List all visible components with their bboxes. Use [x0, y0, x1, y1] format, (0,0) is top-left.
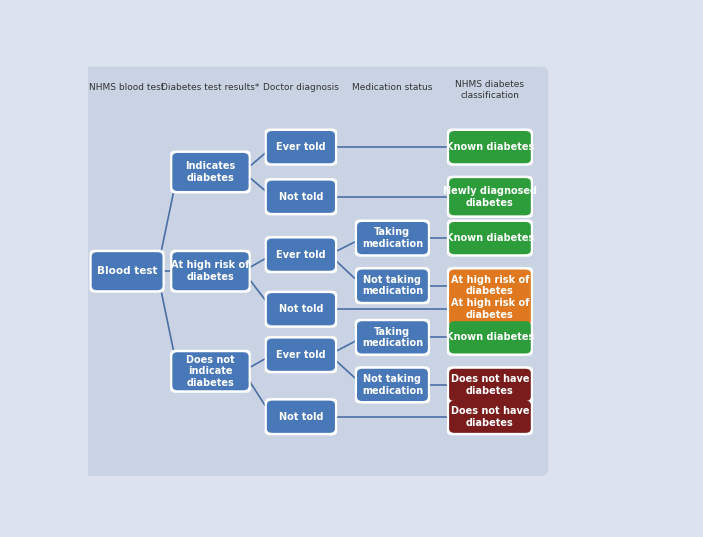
- FancyBboxPatch shape: [264, 236, 337, 273]
- FancyBboxPatch shape: [267, 180, 335, 213]
- FancyBboxPatch shape: [449, 293, 531, 325]
- FancyBboxPatch shape: [357, 270, 428, 302]
- Text: At high risk of
diabetes: At high risk of diabetes: [451, 275, 529, 296]
- FancyBboxPatch shape: [355, 319, 430, 356]
- FancyBboxPatch shape: [447, 319, 533, 356]
- FancyBboxPatch shape: [267, 131, 335, 163]
- Text: Not taking
medication: Not taking medication: [362, 374, 423, 396]
- FancyBboxPatch shape: [170, 350, 251, 393]
- FancyBboxPatch shape: [91, 252, 162, 290]
- FancyBboxPatch shape: [447, 366, 533, 403]
- Text: Does not have
diabetes: Does not have diabetes: [451, 406, 529, 427]
- Text: Not told: Not told: [278, 192, 323, 202]
- Text: NHMS diabetes
classification: NHMS diabetes classification: [456, 80, 524, 99]
- FancyBboxPatch shape: [449, 369, 531, 401]
- Text: Does not have
diabetes: Does not have diabetes: [451, 374, 529, 396]
- FancyBboxPatch shape: [89, 250, 165, 293]
- Text: Blood test: Blood test: [97, 266, 157, 276]
- Text: Medication status: Medication status: [352, 83, 432, 92]
- FancyBboxPatch shape: [264, 336, 337, 373]
- Text: At high risk of
diabetes: At high risk of diabetes: [451, 299, 529, 320]
- Text: Known diabetes: Known diabetes: [446, 332, 534, 343]
- FancyBboxPatch shape: [82, 67, 172, 476]
- FancyBboxPatch shape: [449, 222, 531, 254]
- Text: Ever told: Ever told: [276, 350, 325, 360]
- FancyBboxPatch shape: [264, 291, 337, 328]
- FancyBboxPatch shape: [447, 291, 533, 328]
- FancyBboxPatch shape: [267, 339, 335, 371]
- FancyBboxPatch shape: [264, 398, 337, 436]
- Text: Taking
medication: Taking medication: [362, 227, 423, 249]
- FancyBboxPatch shape: [170, 150, 251, 193]
- FancyBboxPatch shape: [355, 267, 430, 304]
- Text: Taking
medication: Taking medication: [362, 326, 423, 348]
- Text: Does not
indicate
diabetes: Does not indicate diabetes: [186, 354, 235, 388]
- FancyBboxPatch shape: [449, 178, 531, 215]
- FancyBboxPatch shape: [447, 398, 533, 436]
- FancyBboxPatch shape: [267, 401, 335, 433]
- FancyBboxPatch shape: [447, 176, 533, 218]
- FancyBboxPatch shape: [172, 153, 249, 191]
- FancyBboxPatch shape: [449, 401, 531, 433]
- FancyBboxPatch shape: [447, 267, 533, 304]
- FancyBboxPatch shape: [264, 128, 337, 166]
- FancyBboxPatch shape: [449, 321, 531, 353]
- Text: Ever told: Ever told: [276, 142, 325, 152]
- FancyBboxPatch shape: [447, 220, 533, 257]
- Text: Not told: Not told: [278, 304, 323, 314]
- FancyBboxPatch shape: [449, 270, 531, 302]
- FancyBboxPatch shape: [357, 369, 428, 401]
- FancyBboxPatch shape: [357, 222, 428, 254]
- Text: Known diabetes: Known diabetes: [446, 142, 534, 152]
- FancyBboxPatch shape: [172, 352, 249, 390]
- Text: Doctor diagnosis: Doctor diagnosis: [263, 83, 339, 92]
- FancyBboxPatch shape: [267, 293, 335, 325]
- FancyBboxPatch shape: [449, 131, 531, 163]
- Text: Not told: Not told: [278, 412, 323, 422]
- FancyBboxPatch shape: [172, 252, 249, 290]
- Text: Indicates
diabetes: Indicates diabetes: [186, 161, 236, 183]
- Text: At high risk of
diabetes: At high risk of diabetes: [172, 260, 250, 282]
- FancyBboxPatch shape: [355, 366, 430, 403]
- FancyBboxPatch shape: [355, 220, 430, 257]
- FancyBboxPatch shape: [357, 321, 428, 353]
- Text: NHMS blood test: NHMS blood test: [89, 83, 165, 92]
- FancyBboxPatch shape: [267, 238, 335, 271]
- FancyBboxPatch shape: [447, 128, 533, 166]
- Text: Known diabetes: Known diabetes: [446, 233, 534, 243]
- FancyBboxPatch shape: [432, 67, 548, 476]
- FancyBboxPatch shape: [264, 178, 337, 215]
- FancyBboxPatch shape: [160, 67, 261, 476]
- FancyBboxPatch shape: [341, 67, 444, 476]
- FancyBboxPatch shape: [249, 67, 353, 476]
- Text: Newly diagnosed
diabetes: Newly diagnosed diabetes: [443, 186, 537, 208]
- Text: Diabetes test results*: Diabetes test results*: [161, 83, 259, 92]
- Text: Ever told: Ever told: [276, 250, 325, 260]
- Text: Not taking
medication: Not taking medication: [362, 275, 423, 296]
- FancyBboxPatch shape: [170, 250, 251, 293]
